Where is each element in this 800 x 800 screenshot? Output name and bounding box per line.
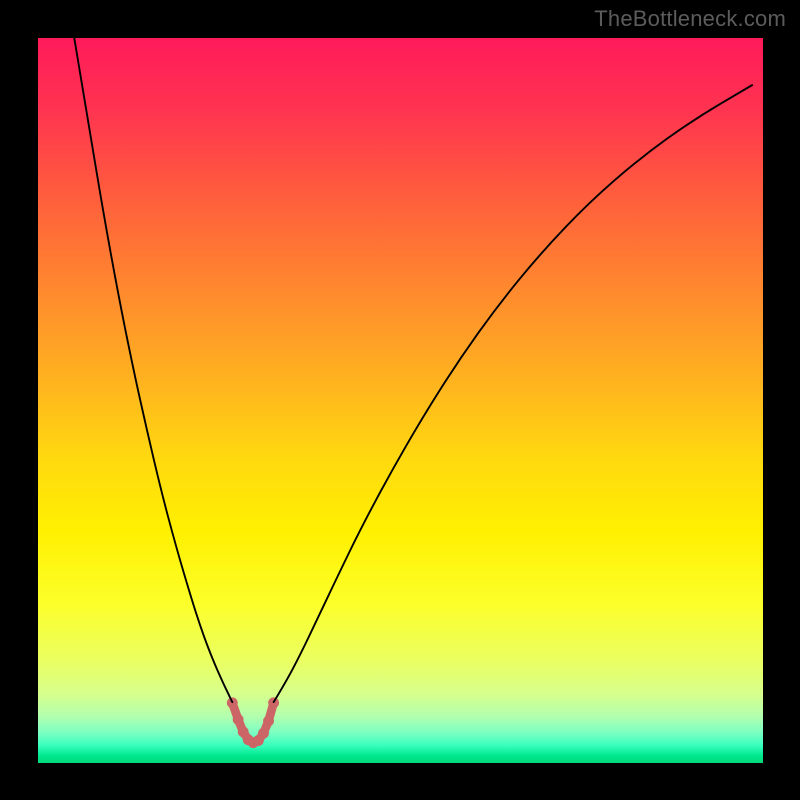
- chart-background: [38, 38, 763, 763]
- chart-svg: [38, 38, 763, 763]
- chart-plot-area: [38, 38, 763, 763]
- watermark-label: TheBottleneck.com: [594, 6, 786, 32]
